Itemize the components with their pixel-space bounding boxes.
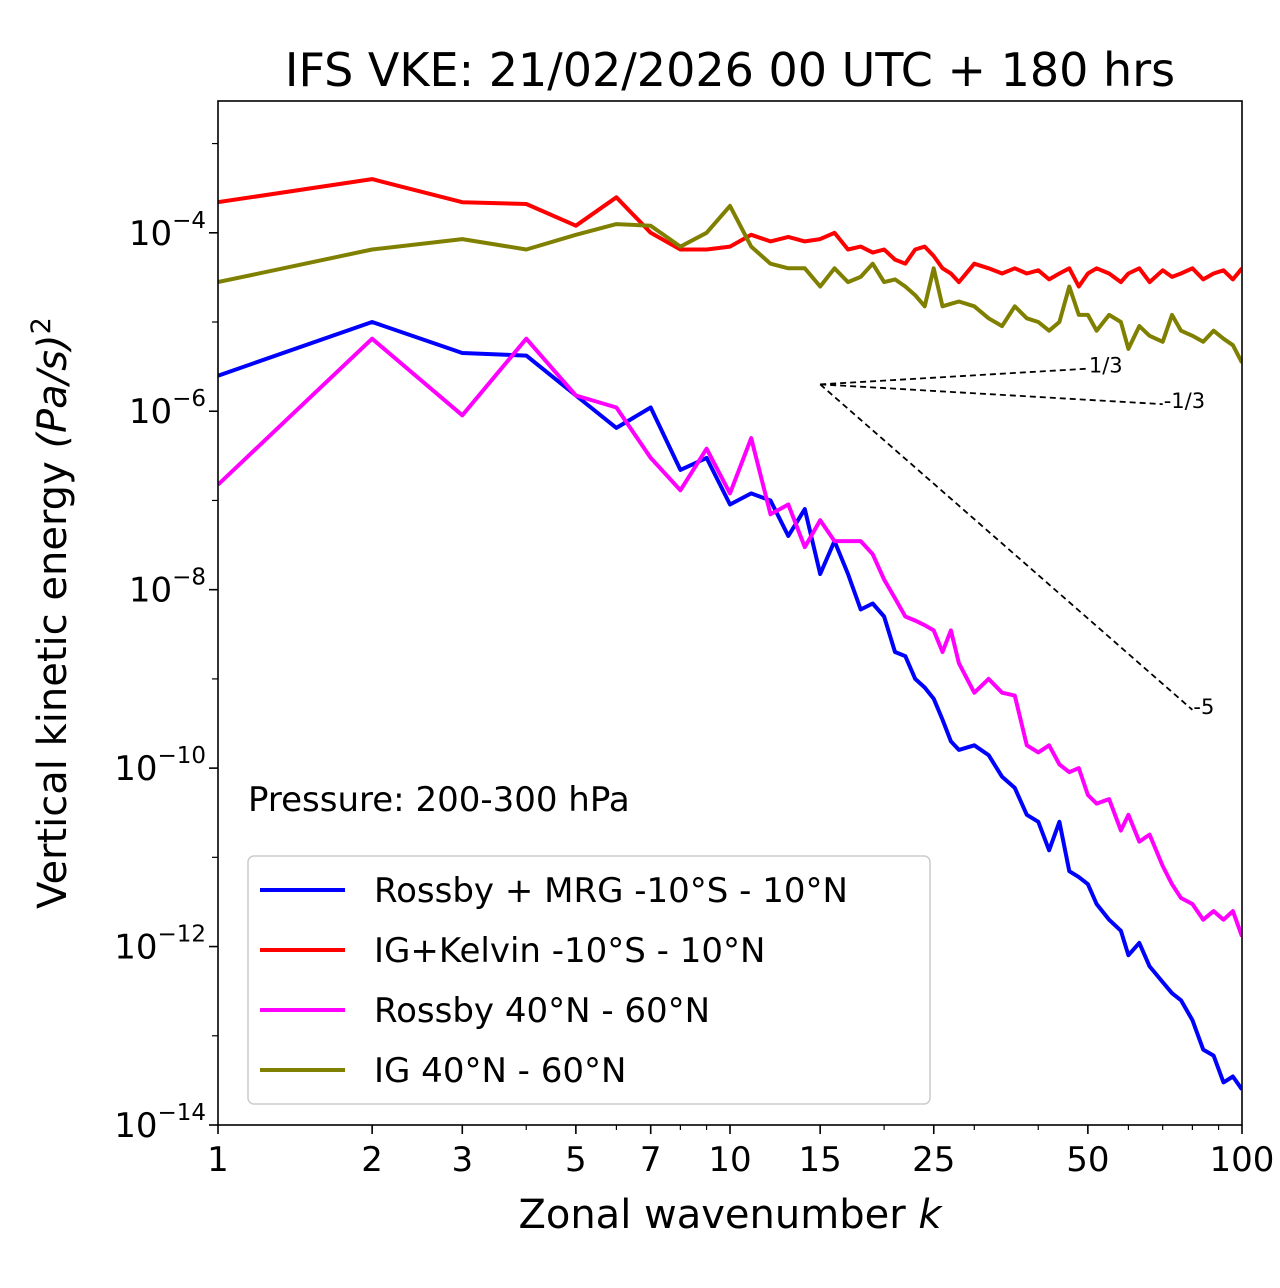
x-axis-label: Zonal wavenumber k [518,1192,943,1238]
pressure-annotation: Pressure: 200-300 hPa [248,780,630,820]
slope-line-3 [819,383,1193,711]
y-axis-label: Vertical kinetic energy (Pa/s)2 [26,317,76,909]
y-tick-label: 10−4 [129,208,206,254]
legend-label-ig-40-n-60-n: IG 40°N - 60°N [374,1051,626,1091]
x-tick-label: 25 [912,1140,955,1180]
x-tick-label: 50 [1066,1140,1109,1180]
x-tick-label: 15 [799,1140,842,1180]
y-tick-label: 10−8 [129,565,206,611]
slope-label-3: -5 [1193,695,1214,719]
series-line-rossby-mrg-10-s-10-n [218,320,1242,1091]
chart-title: IFS VKE: 21/02/2026 00 UTC + 180 hrs [285,43,1175,97]
series-line-ig-40-n-60-n [218,203,1242,364]
legend-label-rossby-mrg-10-s-10-n: Rossby + MRG -10°S - 10°N [374,871,848,911]
series-line-ig-kelvin-10-s-10-n [218,177,1242,289]
slope-line-1 [820,367,1088,386]
legend: Rossby + MRG -10°S - 10°N IG+Kelvin -10°S… [247,855,931,1105]
slope-label-1: 1/3 [1089,354,1123,378]
x-tick-label: 10 [708,1140,751,1180]
x-axis-ticks: 1 2 3 5 7 10 15 25 50 100 [207,1125,1274,1180]
y-axis-ticks: 10−14 10−12 10−10 10−8 10−6 10−4 [114,142,218,1146]
y-tick-label: 10−6 [129,386,206,432]
legend-label-rossby-40-n-60-n: Rossby 40°N - 60°N [374,991,710,1031]
legend-box [247,855,931,1105]
y-tick-label: 10−10 [114,743,206,789]
slope-label-2: -1/3 [1164,389,1205,413]
series-layer [218,177,1242,1091]
slope-line-2 [820,383,1163,406]
series-line-rossby-40-n-60-n [218,336,1242,938]
x-tick-label: 7 [640,1140,662,1180]
x-tick-label: 2 [361,1140,383,1180]
x-tick-label: 5 [565,1140,587,1180]
slope-lines: 1/3 -1/3 -5 [819,354,1214,719]
x-tick-label: 1 [207,1140,229,1180]
x-tick-label: 3 [451,1140,473,1180]
y-tick-label: 10−14 [114,1100,206,1146]
y-tick-label: 10−12 [114,922,206,968]
x-tick-label: 100 [1210,1140,1275,1180]
legend-label-ig-kelvin-10-s-10-n: IG+Kelvin -10°S - 10°N [374,931,765,971]
